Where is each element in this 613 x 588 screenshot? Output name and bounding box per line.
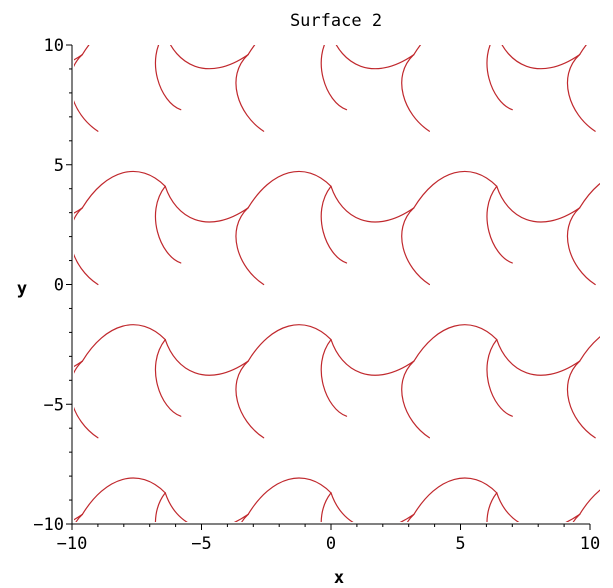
level-curve — [74, 207, 99, 286]
level-curve — [486, 45, 513, 111]
level-curve — [486, 185, 513, 264]
level-curve — [330, 492, 415, 522]
level-curve — [579, 336, 600, 362]
y-tick-label: 10 — [44, 36, 64, 56]
level-curve — [401, 360, 431, 439]
level-curve — [579, 182, 600, 209]
level-curve — [496, 338, 581, 376]
level-curve — [320, 492, 332, 522]
level-curve — [330, 338, 415, 376]
level-curve — [496, 492, 581, 522]
y-ticks: −10 −5 0 5 10 — [33, 36, 72, 535]
level-curve — [235, 360, 265, 439]
y-tick-label: −5 — [44, 395, 64, 415]
level-curve — [247, 170, 332, 209]
level-curve — [154, 338, 182, 417]
level-curve — [579, 45, 587, 56]
level-curve — [164, 492, 249, 522]
y-tick-label: 0 — [54, 276, 64, 296]
level-curve — [566, 207, 596, 286]
level-curve — [413, 477, 498, 516]
level-curve — [486, 338, 513, 417]
level-curve — [81, 170, 166, 209]
level-curve — [164, 185, 249, 223]
level-curve — [155, 492, 166, 522]
level-curve — [81, 477, 166, 516]
level-curve — [170, 45, 249, 70]
level-curve — [247, 477, 332, 516]
level-curve — [566, 360, 596, 439]
level-curve — [235, 53, 265, 132]
level-curve — [81, 324, 166, 362]
level-curve — [247, 324, 332, 362]
level-curve — [164, 338, 249, 376]
level-curve — [75, 513, 83, 522]
level-curve — [407, 513, 415, 522]
x-tick-label: 5 — [455, 534, 465, 554]
level-curve — [401, 207, 431, 286]
y-axis-label: y — [17, 279, 27, 299]
level-curve — [496, 185, 581, 223]
level-curve — [572, 513, 581, 522]
curve-layer — [74, 45, 600, 522]
level-curve — [74, 207, 83, 214]
x-tick-label: −5 — [191, 534, 211, 554]
level-curve — [413, 324, 498, 362]
level-curve — [81, 45, 90, 56]
level-curve — [486, 492, 498, 522]
axes: −10 −5 0 5 10 −10 −5 0 5 10 — [33, 36, 600, 554]
level-curve — [566, 53, 596, 132]
level-curve — [579, 489, 600, 516]
level-curve — [74, 360, 99, 439]
x-axis-label: x — [334, 568, 344, 588]
level-curve — [235, 207, 265, 286]
level-curve — [241, 513, 249, 522]
level-curve — [413, 170, 498, 209]
x-tick-label: −10 — [57, 534, 88, 554]
level-curve — [154, 45, 182, 111]
level-curve — [501, 45, 581, 70]
y-tick-label: 5 — [54, 156, 64, 176]
x-tick-label: 10 — [580, 534, 600, 554]
chart-title: Surface 2 — [290, 11, 382, 31]
level-curve — [74, 360, 83, 367]
x-ticks: −10 −5 0 5 10 — [57, 524, 600, 554]
y-tick-label: −10 — [33, 515, 64, 535]
level-curve — [413, 45, 422, 56]
level-curve — [320, 185, 348, 264]
x-tick-label: 0 — [326, 534, 336, 554]
level-curve — [74, 53, 83, 61]
level-curve — [320, 45, 348, 111]
level-curve — [74, 53, 99, 132]
level-curve — [320, 338, 348, 417]
level-curve — [330, 185, 415, 223]
level-curve — [401, 53, 431, 132]
level-curve — [154, 185, 182, 264]
level-curve — [335, 45, 415, 70]
